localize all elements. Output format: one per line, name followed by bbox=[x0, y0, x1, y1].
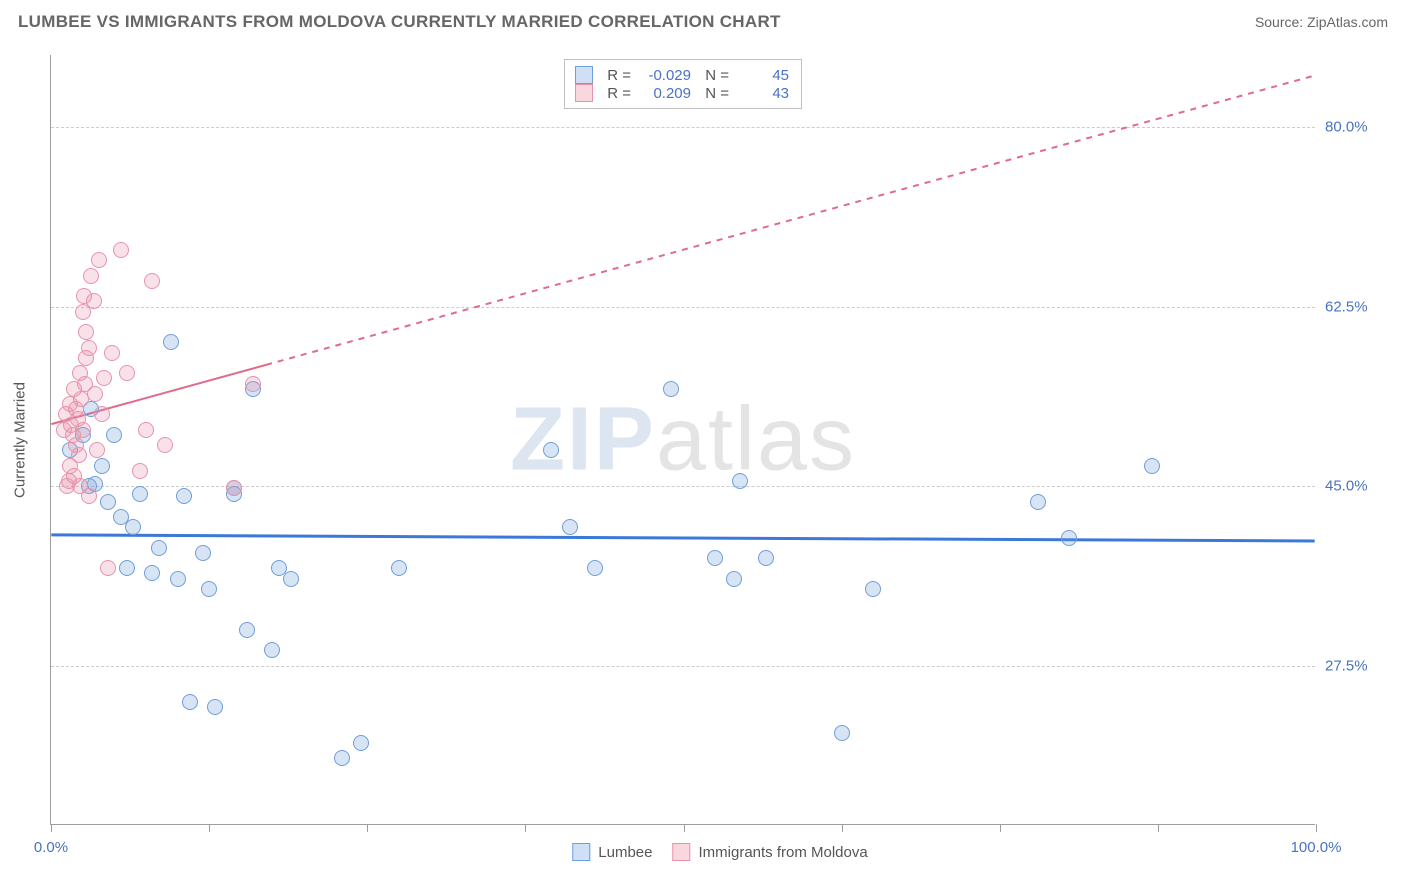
data-point bbox=[195, 545, 211, 561]
data-point bbox=[94, 406, 110, 422]
data-point bbox=[119, 365, 135, 381]
stat-legend-row: R =0.209N =43 bbox=[575, 84, 789, 102]
data-point bbox=[151, 540, 167, 556]
data-point bbox=[106, 427, 122, 443]
data-point bbox=[264, 642, 280, 658]
x-tick-label: 0.0% bbox=[34, 839, 68, 856]
data-point bbox=[663, 381, 679, 397]
data-point bbox=[207, 699, 223, 715]
data-point bbox=[71, 447, 87, 463]
data-point bbox=[132, 486, 148, 502]
data-point bbox=[81, 340, 97, 356]
data-point bbox=[81, 488, 97, 504]
data-point bbox=[353, 735, 369, 751]
grid-line bbox=[51, 307, 1315, 308]
data-point bbox=[226, 480, 242, 496]
legend-swatch bbox=[572, 843, 590, 861]
data-point bbox=[87, 386, 103, 402]
data-point bbox=[132, 463, 148, 479]
chart-source: Source: ZipAtlas.com bbox=[1255, 14, 1388, 30]
data-point bbox=[104, 345, 120, 361]
legend-item: Lumbee bbox=[572, 843, 652, 861]
legend-label: Immigrants from Moldova bbox=[699, 844, 868, 861]
data-point bbox=[125, 519, 141, 535]
y-tick-label: 62.5% bbox=[1325, 298, 1368, 315]
legend-swatch bbox=[575, 84, 593, 102]
y-axis-title: Currently Married bbox=[12, 382, 29, 498]
data-point bbox=[732, 473, 748, 489]
data-point bbox=[182, 694, 198, 710]
x-tick bbox=[1000, 824, 1001, 832]
data-point bbox=[587, 560, 603, 576]
x-tick bbox=[684, 824, 685, 832]
data-point bbox=[1030, 494, 1046, 510]
data-point bbox=[1144, 458, 1160, 474]
data-point bbox=[707, 550, 723, 566]
data-point bbox=[163, 334, 179, 350]
x-tick bbox=[367, 824, 368, 832]
chart-header: LUMBEE VS IMMIGRANTS FROM MOLDOVA CURREN… bbox=[0, 0, 1406, 40]
bottom-legend: Lumbee Immigrants from Moldova bbox=[572, 843, 867, 861]
x-tick bbox=[525, 824, 526, 832]
legend-swatch bbox=[673, 843, 691, 861]
data-point bbox=[391, 560, 407, 576]
data-point bbox=[170, 571, 186, 587]
stat-legend-row: R =-0.029N =45 bbox=[575, 66, 789, 84]
x-tick bbox=[209, 824, 210, 832]
data-point bbox=[83, 268, 99, 284]
data-point bbox=[201, 581, 217, 597]
data-point bbox=[138, 422, 154, 438]
data-point bbox=[176, 488, 192, 504]
data-point bbox=[865, 581, 881, 597]
x-tick bbox=[51, 824, 52, 832]
data-point bbox=[758, 550, 774, 566]
x-tick bbox=[1316, 824, 1317, 832]
legend-item: Immigrants from Moldova bbox=[673, 843, 868, 861]
data-point bbox=[334, 750, 350, 766]
legend-label: Lumbee bbox=[598, 844, 652, 861]
data-point bbox=[89, 442, 105, 458]
data-point bbox=[94, 458, 110, 474]
y-tick-label: 80.0% bbox=[1325, 118, 1368, 135]
chart-title: LUMBEE VS IMMIGRANTS FROM MOLDOVA CURREN… bbox=[18, 12, 781, 32]
data-point bbox=[100, 494, 116, 510]
data-point bbox=[283, 571, 299, 587]
data-point bbox=[834, 725, 850, 741]
plot-area: ZIPatlas R =-0.029N =45R =0.209N =43 0.0… bbox=[50, 55, 1315, 825]
data-point bbox=[119, 560, 135, 576]
data-point bbox=[78, 324, 94, 340]
data-point bbox=[543, 442, 559, 458]
y-tick-label: 27.5% bbox=[1325, 657, 1368, 674]
data-point bbox=[144, 565, 160, 581]
chart-region: Currently Married ZIPatlas R =-0.029N =4… bbox=[50, 55, 1390, 825]
data-point bbox=[157, 437, 173, 453]
data-point bbox=[100, 560, 116, 576]
data-point bbox=[113, 242, 129, 258]
data-point bbox=[245, 376, 261, 392]
x-tick bbox=[1158, 824, 1159, 832]
y-tick-label: 45.0% bbox=[1325, 478, 1368, 495]
data-point bbox=[86, 293, 102, 309]
x-tick-label: 100.0% bbox=[1291, 839, 1342, 856]
data-point bbox=[75, 422, 91, 438]
watermark: ZIPatlas bbox=[510, 388, 856, 491]
grid-line bbox=[51, 666, 1315, 667]
x-tick bbox=[842, 824, 843, 832]
legend-swatch bbox=[575, 66, 593, 84]
grid-line bbox=[51, 127, 1315, 128]
data-point bbox=[144, 273, 160, 289]
data-point bbox=[239, 622, 255, 638]
data-point bbox=[1061, 530, 1077, 546]
trend-lines bbox=[51, 55, 1315, 824]
stat-legend-box: R =-0.029N =45R =0.209N =43 bbox=[564, 59, 802, 109]
data-point bbox=[91, 252, 107, 268]
data-point bbox=[562, 519, 578, 535]
data-point bbox=[96, 370, 112, 386]
data-point bbox=[726, 571, 742, 587]
